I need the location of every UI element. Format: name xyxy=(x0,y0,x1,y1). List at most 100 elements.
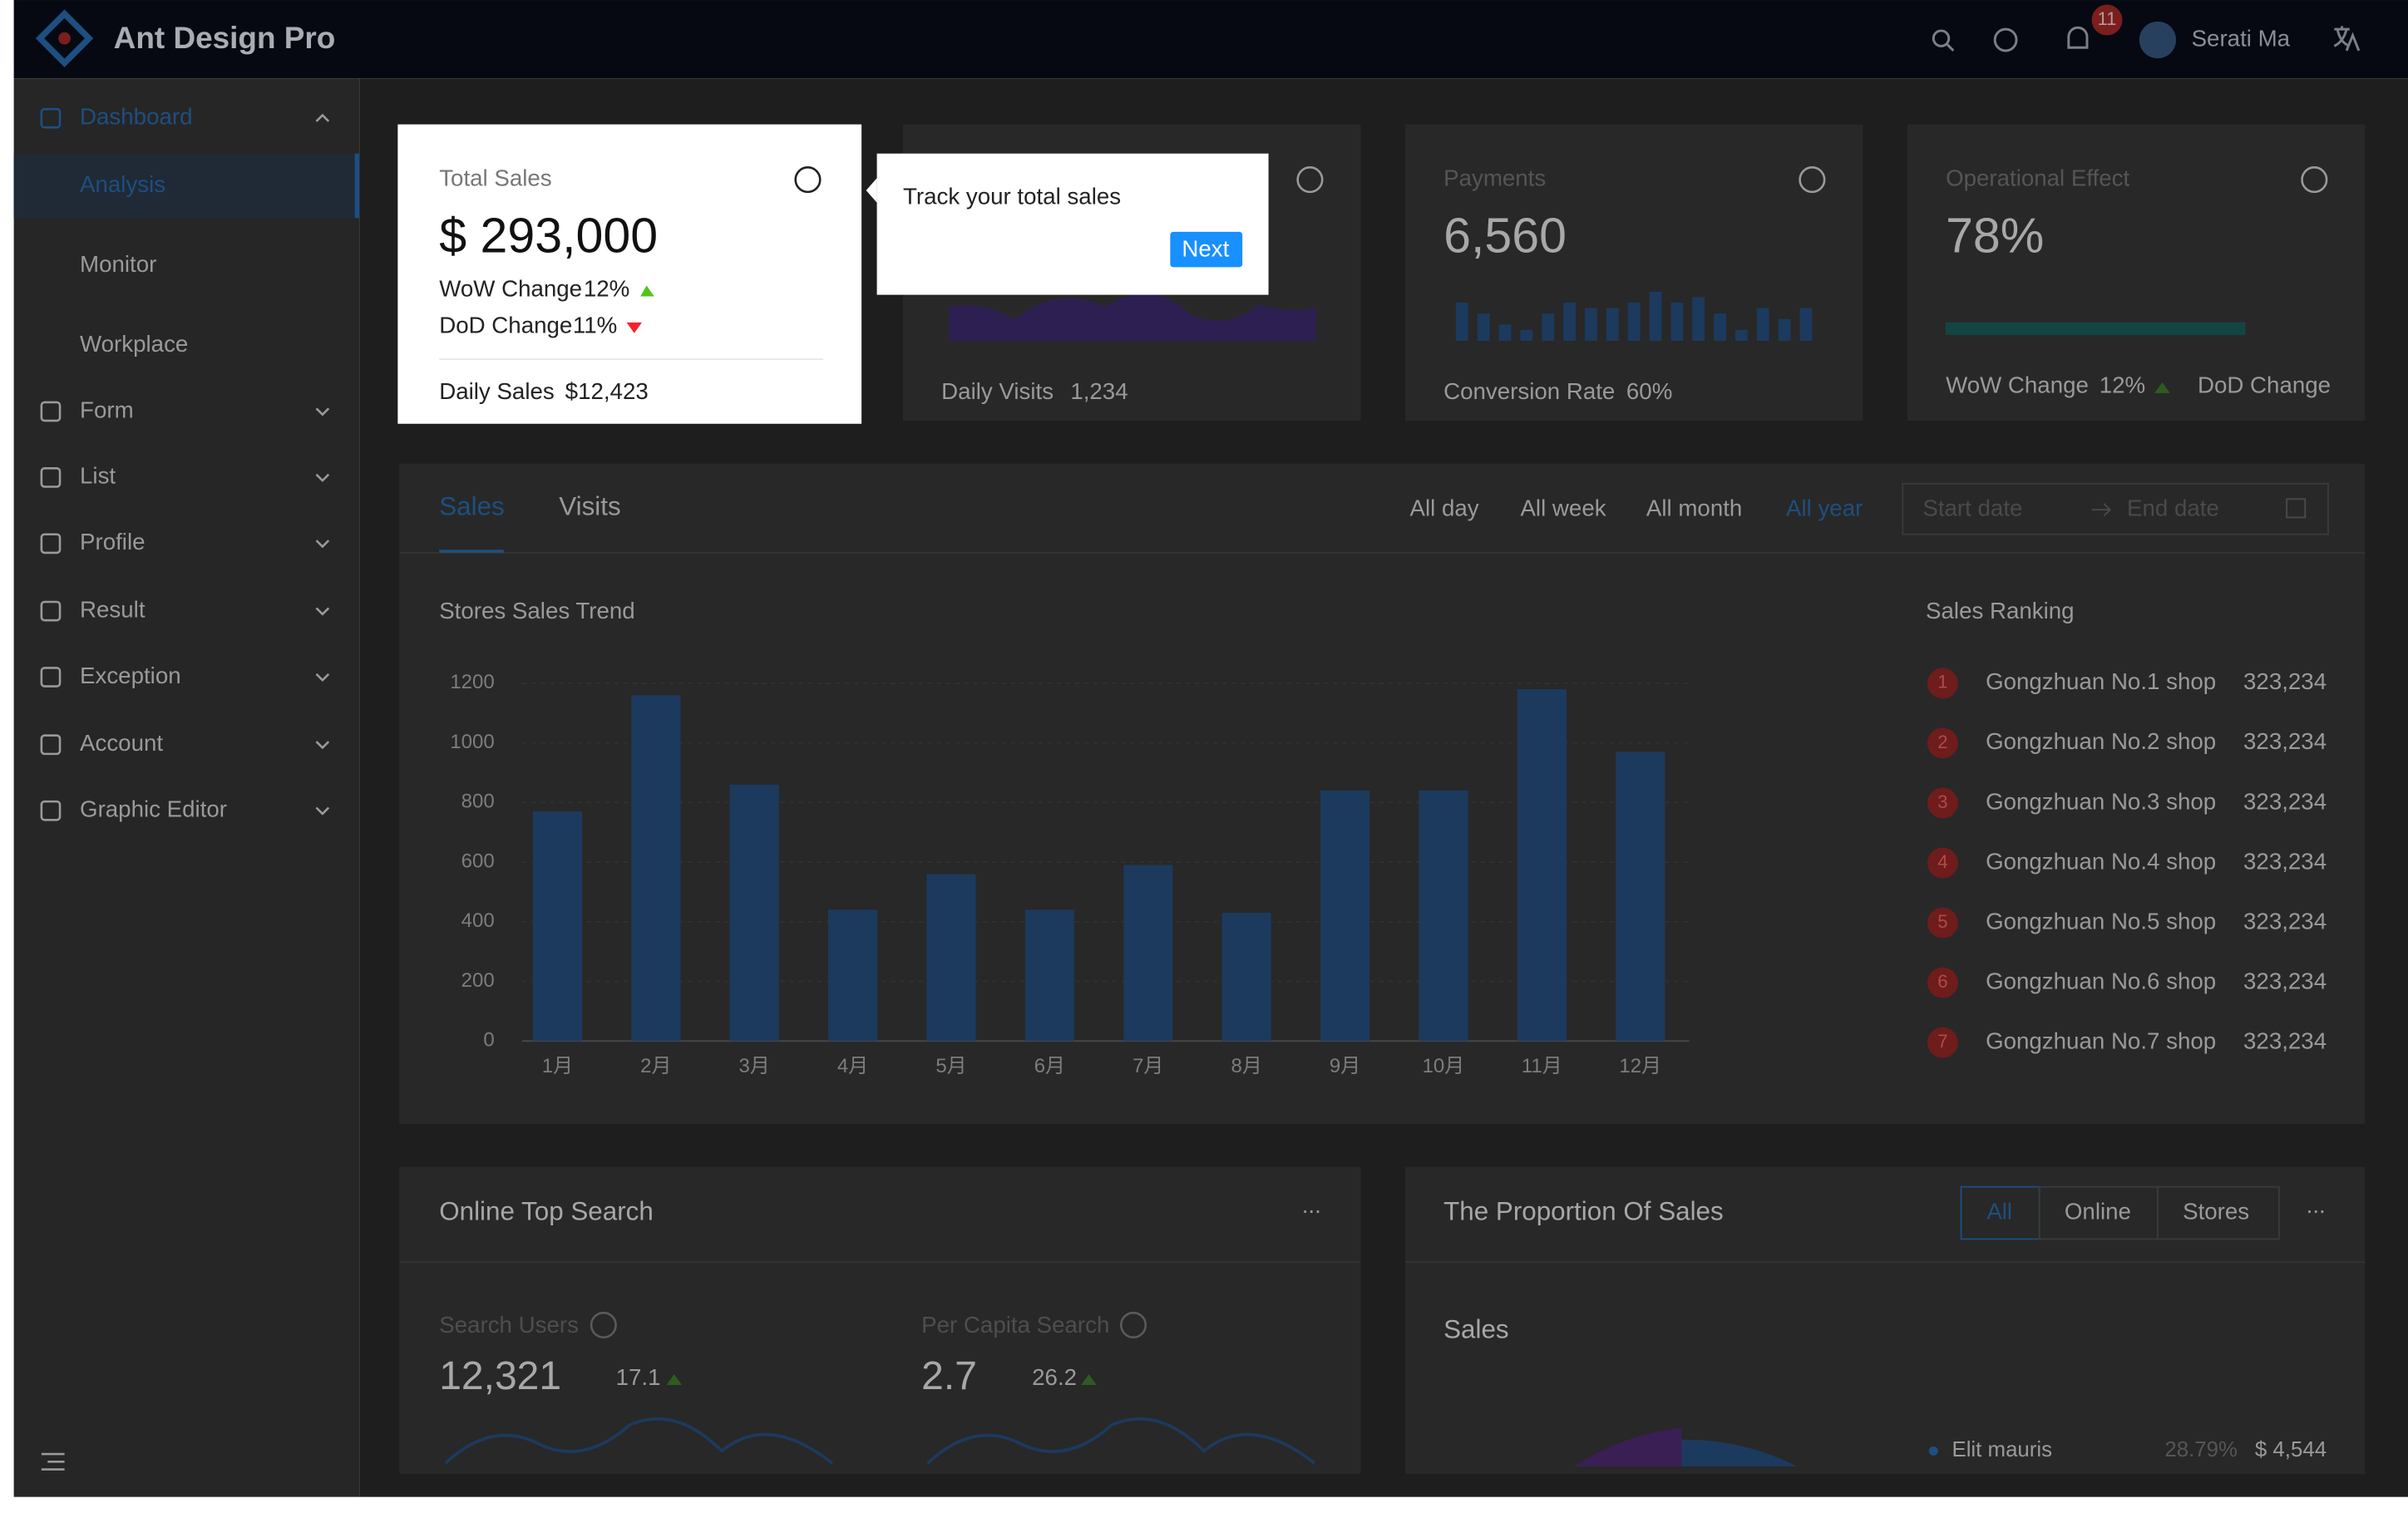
rank: 4 xyxy=(1937,851,1947,872)
range[interactable]: All day xyxy=(1409,495,1478,521)
more[interactable]: ... xyxy=(1302,1192,1321,1218)
submenu-item[interactable]: Monitor xyxy=(80,251,156,277)
placeholder: Start date xyxy=(1922,495,2022,521)
rank-badge xyxy=(1927,847,1958,879)
mini-bar xyxy=(1563,303,1576,342)
menu-item[interactable]: Graphic Editor xyxy=(80,796,227,822)
button-label[interactable]: Online xyxy=(2065,1198,2131,1224)
app-title: Ant Design Pro xyxy=(114,21,336,55)
menu-icon xyxy=(40,401,62,422)
legend-value: $ 4,544 xyxy=(2255,1438,2327,1461)
header xyxy=(13,0,2408,79)
bar xyxy=(1024,909,1074,1042)
range[interactable]: All month xyxy=(1646,495,1742,521)
info-icon xyxy=(1119,1311,1147,1338)
bar xyxy=(926,874,976,1042)
menu-item[interactable]: Profile xyxy=(80,529,145,554)
chevron xyxy=(315,741,330,750)
bar xyxy=(1123,865,1173,1042)
sidebar xyxy=(13,78,360,1497)
submenu-item[interactable]: Workplace xyxy=(80,331,188,357)
bar xyxy=(1616,752,1665,1042)
label: Search Users xyxy=(439,1312,579,1338)
info-icon xyxy=(590,1311,617,1338)
submenu-item[interactable]: Analysis xyxy=(80,171,165,197)
button-label[interactable]: Stores xyxy=(2183,1198,2249,1224)
sales-panel xyxy=(399,463,2366,1124)
label: 11% xyxy=(573,313,617,338)
bar xyxy=(1320,791,1370,1042)
collapse-icon[interactable] xyxy=(41,1452,65,1471)
chart-title: Stores Sales Trend xyxy=(439,598,634,623)
menu-icon xyxy=(40,800,62,821)
x-tick-label: 3月 xyxy=(739,1055,770,1077)
mini-bar xyxy=(1498,324,1512,342)
bar xyxy=(1517,689,1567,1042)
header-icons xyxy=(1932,26,2361,52)
chevron xyxy=(315,806,330,816)
card-title: The Proportion Of Sales xyxy=(1443,1196,1724,1225)
x-tick-label: 12月 xyxy=(1619,1055,1661,1077)
date-picker[interactable] xyxy=(1902,482,2329,535)
visits-area xyxy=(949,293,1316,342)
mini-bar xyxy=(1649,291,1662,342)
menu-item[interactable]: Result xyxy=(80,596,146,622)
y-tick-label: 1000 xyxy=(450,731,494,753)
mini-bar xyxy=(1627,303,1641,342)
badge-count: 11 xyxy=(2098,8,2117,29)
tab[interactable]: Sales xyxy=(439,492,504,521)
bar xyxy=(828,909,878,1042)
x-tick-label: 4月 xyxy=(837,1055,868,1077)
label: Conversion Rate xyxy=(1443,378,1615,404)
user-name[interactable]: Serati Ma xyxy=(2192,25,2291,51)
menu-icon xyxy=(40,533,62,554)
menu-item[interactable]: Form xyxy=(80,397,134,422)
range[interactable]: All week xyxy=(1520,495,1606,521)
x-tick-label: 2月 xyxy=(640,1055,671,1077)
pie xyxy=(1574,1427,1682,1466)
shop-value: 323,234 xyxy=(2243,788,2327,814)
rank-badge xyxy=(1927,787,1958,819)
mini-bar xyxy=(1778,318,1791,342)
x-tick-label: 5月 xyxy=(935,1055,966,1077)
menu-icon xyxy=(40,107,62,129)
rank: 7 xyxy=(1937,1031,1947,1052)
menu-item[interactable]: Dashboard xyxy=(80,104,192,130)
stat-value: 12,321 xyxy=(439,1354,561,1398)
y-tick-label: 200 xyxy=(461,969,495,992)
next-label[interactable]: Next xyxy=(1182,235,1229,261)
menu-item[interactable]: List xyxy=(80,463,116,489)
range[interactable]: All year xyxy=(1786,495,1863,521)
label: 26.2 xyxy=(1032,1364,1077,1390)
info-icon xyxy=(1296,166,1324,194)
legend-percent: 28.79% xyxy=(2164,1438,2238,1461)
menu-item[interactable]: Exception xyxy=(80,663,181,688)
chevron xyxy=(315,473,330,482)
label: DoD Change xyxy=(2198,372,2331,398)
label: $12,423 xyxy=(565,378,649,404)
y-tick-label: 600 xyxy=(461,850,495,872)
button-label[interactable]: All xyxy=(1986,1198,2012,1224)
shop-name: Gongzhuan No.4 shop xyxy=(1986,848,2216,874)
rank: 3 xyxy=(1937,791,1947,812)
mini-bar xyxy=(1542,313,1555,342)
more[interactable]: ... xyxy=(2307,1192,2326,1218)
avatar[interactable] xyxy=(2139,21,2177,59)
label: WoW Change xyxy=(1946,372,2089,398)
mini-bar xyxy=(1735,329,1748,342)
menu-item[interactable]: Account xyxy=(80,730,163,756)
next-button[interactable] xyxy=(1170,231,1243,268)
rank-badge xyxy=(1927,967,1958,998)
label: 17.1 xyxy=(616,1364,661,1390)
info-icon[interactable] xyxy=(794,166,822,194)
arrow-icon xyxy=(2091,503,2111,517)
chevron xyxy=(315,540,330,549)
mini-bar xyxy=(1455,303,1468,342)
sparkline xyxy=(926,1417,1316,1465)
tooltip xyxy=(876,153,1269,295)
tab[interactable]: Visits xyxy=(559,492,620,521)
x-tick-label: 11月 xyxy=(1522,1055,1562,1077)
mini-bar xyxy=(1585,308,1597,342)
info-icon xyxy=(2301,166,2328,194)
button-group[interactable] xyxy=(2038,1185,2280,1240)
